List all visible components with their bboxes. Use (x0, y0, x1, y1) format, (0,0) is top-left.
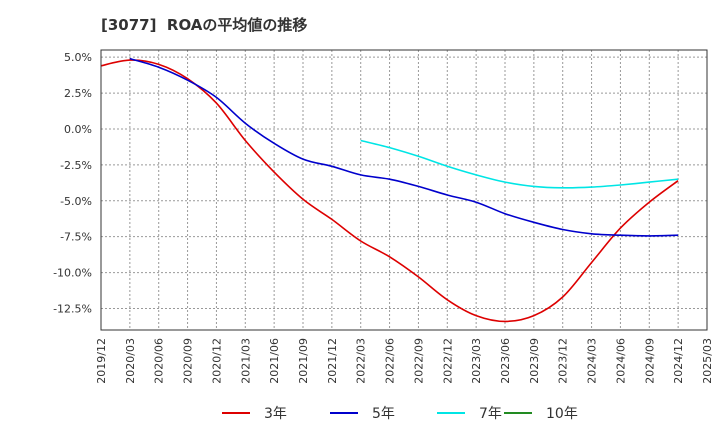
x-tick-label: 2019/12 (95, 338, 108, 384)
y-tick-label: -5.0% (60, 195, 92, 208)
x-tick-label: 2023/09 (528, 338, 541, 384)
legend: 3年 5年 7年 10年 (222, 406, 578, 422)
x-tick-label: 2020/03 (124, 338, 137, 384)
x-tick-label: 2022/09 (412, 338, 425, 384)
x-tick-label: 2023/06 (499, 338, 512, 384)
plot-frame (100, 49, 708, 331)
y-tick-label: 2.5% (64, 87, 92, 100)
x-tick-label: 2022/06 (384, 338, 397, 384)
legend-label: 10年 (546, 406, 578, 422)
legend-label: 7年 (479, 406, 502, 422)
x-tick-label: 2021/09 (297, 338, 310, 384)
x-tick-label: 2025/03 (701, 338, 714, 384)
y-tick-label: -10.0% (53, 267, 92, 280)
x-tick-label: 2020/12 (210, 338, 223, 384)
y-tick-label: -12.5% (53, 302, 92, 315)
series-lines (100, 57, 679, 323)
x-tick-label: 2020/06 (153, 338, 166, 384)
x-tick-label: 2024/12 (672, 338, 685, 384)
y-axis-ticks: 5.0% 2.5% 0.0% -2.5% -5.0% -7.5% -10.0% -12.5% (53, 51, 92, 315)
y-tick-label: 5.0% (64, 51, 92, 64)
legend-label: 5年 (372, 406, 395, 422)
x-axis-ticks: 2019/12 2020/03 2020/06 2020/09 2020/12 2021/… (95, 338, 714, 384)
x-tick-label: 2024/03 (586, 338, 599, 384)
x-tick-label: 2021/06 (268, 338, 281, 384)
x-tick-label: 2021/12 (326, 338, 339, 384)
y-tick-label: -7.5% (60, 231, 92, 244)
x-tick-label: 2022/12 (441, 338, 454, 384)
x-tick-label: 2021/03 (239, 338, 252, 384)
chart-title: [3077] ROAの平均値の推移 (101, 16, 308, 34)
x-tick-label: 2023/03 (470, 338, 483, 384)
grid-lines (101, 50, 707, 330)
x-tick-label: 2024/06 (614, 338, 627, 384)
x-tick-label: 2022/03 (355, 338, 368, 384)
x-tick-label: 2024/09 (643, 338, 656, 384)
x-tick-label: 2020/09 (182, 338, 195, 384)
y-tick-label: -2.5% (60, 159, 92, 172)
x-tick-label: 2023/12 (557, 338, 570, 384)
legend-label: 3年 (264, 406, 287, 422)
series-line (129, 57, 679, 237)
y-tick-label: 0.0% (64, 123, 92, 136)
series-line (360, 139, 679, 189)
